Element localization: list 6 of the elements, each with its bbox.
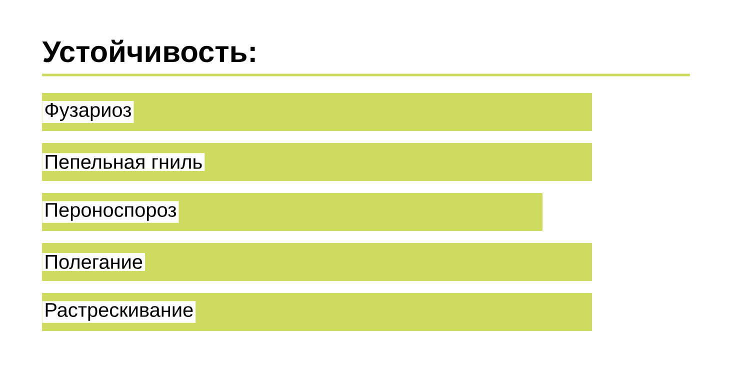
y-tick-label: Растрескивание [46,303,193,321]
chart-title: Устойчивость: [42,40,255,62]
y-tick-label: Полегание [46,255,142,269]
y-tick-label: Пепельная гниль [46,155,202,169]
y-tick-label: Фузариоз [45,103,131,121]
y-tick-label: Пероноспороз [46,203,176,221]
